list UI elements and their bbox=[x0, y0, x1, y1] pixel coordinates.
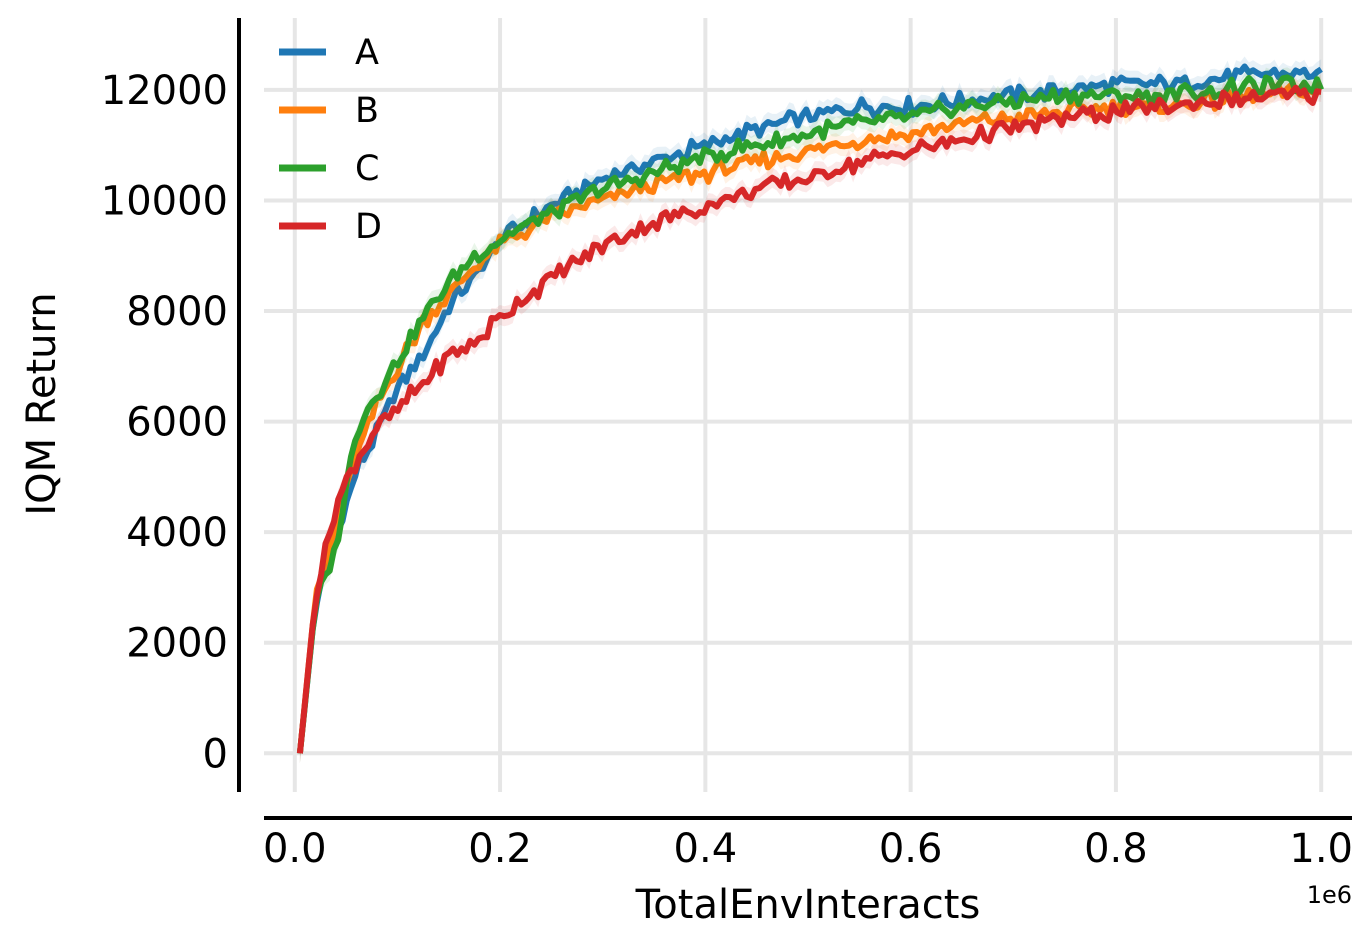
y-tick-label: 0 bbox=[203, 731, 228, 777]
y-tick-label: 10000 bbox=[101, 178, 228, 224]
y-axis-title: IQM Return bbox=[19, 292, 65, 515]
y-tick-label: 6000 bbox=[126, 400, 228, 446]
y-tick-label: 4000 bbox=[126, 510, 228, 556]
y-tick-label: 12000 bbox=[101, 68, 228, 114]
y-tick-labels: 0 2000 4000 6000 8000 10000 12000 bbox=[101, 68, 228, 777]
x-tick-label: 0.6 bbox=[879, 826, 943, 872]
x-tick-label: 1.0 bbox=[1289, 826, 1353, 872]
x-tick-label: 0.2 bbox=[468, 826, 532, 872]
x-tick-labels: 0.0 0.2 0.4 0.6 0.8 1.0 bbox=[263, 826, 1353, 872]
legend-label-B: B bbox=[355, 91, 379, 131]
y-tick-label: 2000 bbox=[126, 621, 228, 667]
legend-label-C: C bbox=[355, 149, 379, 189]
axis-spines bbox=[237, 18, 1352, 820]
x-tick-label: 0.4 bbox=[674, 826, 738, 872]
legend-label-D: D bbox=[355, 207, 382, 247]
series-lines bbox=[296, 56, 1324, 764]
legend-label-A: A bbox=[355, 33, 379, 73]
x-axis-title: TotalEnvInteracts bbox=[635, 882, 981, 928]
x-tick-label: 0.8 bbox=[1084, 826, 1148, 872]
y-tick-label: 8000 bbox=[126, 289, 228, 335]
series-band-A bbox=[299, 56, 1322, 764]
x-tick-label: 0.0 bbox=[263, 826, 327, 872]
x-axis-offset-label: 1e6 bbox=[1307, 881, 1352, 909]
series-line-A bbox=[296, 63, 1323, 754]
series-line-D bbox=[296, 84, 1322, 754]
